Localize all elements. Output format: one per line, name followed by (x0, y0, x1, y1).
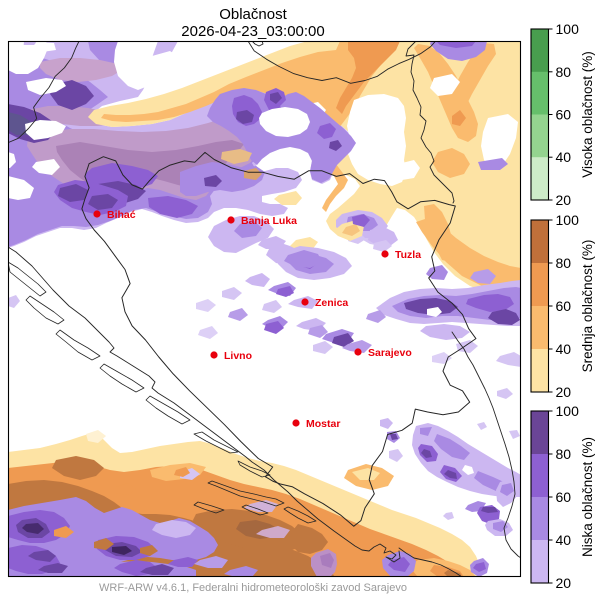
svg-text:40: 40 (556, 341, 572, 357)
svg-text:100: 100 (556, 212, 580, 228)
svg-text:60: 60 (556, 107, 572, 123)
svg-text:Banja Luka: Banja Luka (241, 215, 297, 227)
svg-text:80: 80 (556, 446, 572, 462)
svg-text:Zenica: Zenica (315, 297, 348, 309)
svg-text:20: 20 (556, 192, 572, 208)
svg-text:Sarajevo: Sarajevo (368, 347, 412, 359)
svg-text:80: 80 (556, 64, 572, 80)
svg-text:40: 40 (556, 149, 572, 165)
svg-text:Niska oblačnost (%): Niska oblačnost (%) (580, 437, 595, 557)
svg-text:Oblačnost: Oblačnost (219, 6, 287, 23)
svg-text:80: 80 (556, 255, 572, 271)
svg-text:2026-04-23_03:00:00: 2026-04-23_03:00:00 (181, 23, 324, 40)
svg-text:Visoka oblačnost (%): Visoka oblačnost (%) (580, 51, 595, 178)
svg-text:20: 20 (556, 575, 572, 591)
svg-text:Srednja oblačnost (%): Srednja oblačnost (%) (580, 240, 595, 373)
svg-text:Bihać: Bihać (107, 209, 136, 221)
svg-text:100: 100 (556, 403, 580, 419)
svg-text:Mostar: Mostar (306, 418, 340, 430)
svg-text:Livno: Livno (224, 350, 252, 362)
svg-text:60: 60 (556, 298, 572, 314)
svg-text:40: 40 (556, 532, 572, 548)
svg-text:100: 100 (556, 21, 580, 37)
svg-text:Tuzla: Tuzla (395, 249, 421, 261)
svg-text:60: 60 (556, 489, 572, 505)
svg-text:WRF-ARW v4.6.1, Federalni hidr: WRF-ARW v4.6.1, Federalni hidrometeorolo… (99, 582, 407, 594)
svg-text:20: 20 (556, 384, 572, 400)
